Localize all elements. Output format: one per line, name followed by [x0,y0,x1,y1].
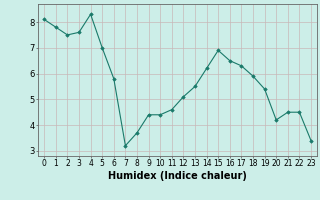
X-axis label: Humidex (Indice chaleur): Humidex (Indice chaleur) [108,171,247,181]
